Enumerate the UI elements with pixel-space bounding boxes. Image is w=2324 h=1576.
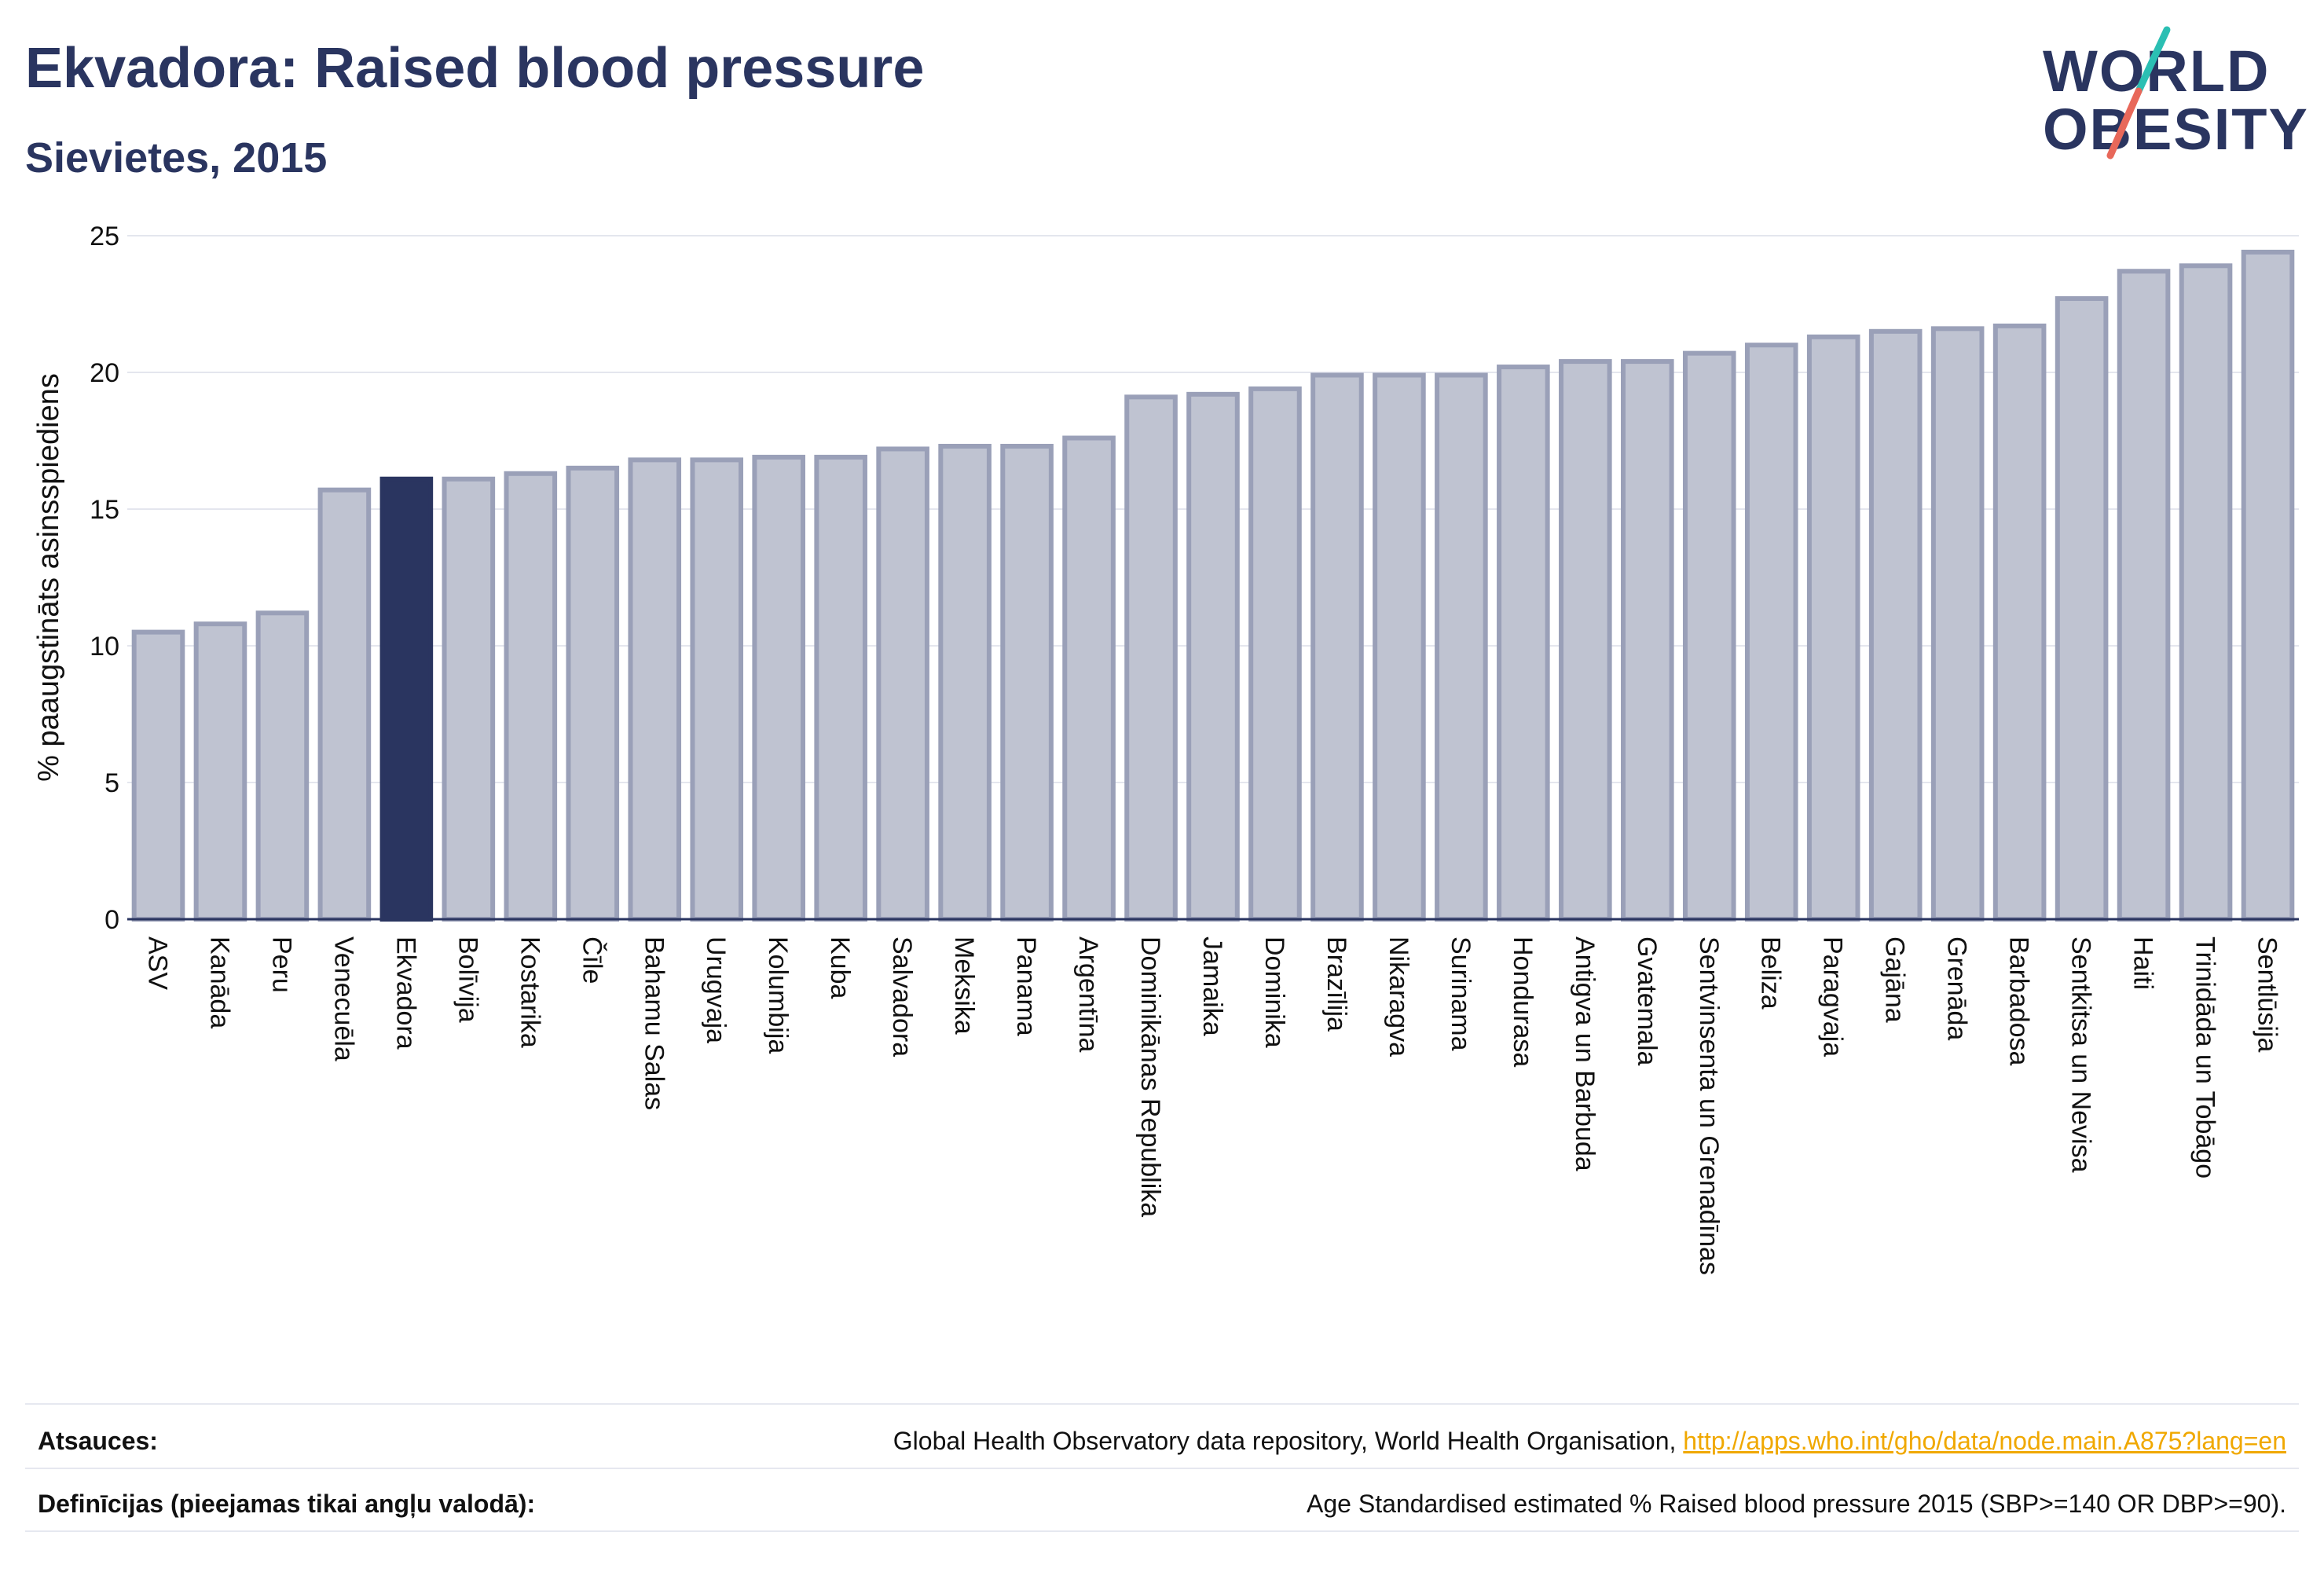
footer-divider: [25, 1530, 2299, 1532]
y-tick-label: 5: [104, 768, 119, 798]
bar: [1248, 386, 1302, 922]
x-tick-label: Antigva un Barbuda: [1570, 936, 1600, 1171]
bar: [1062, 435, 1116, 922]
bar: [1435, 372, 1488, 922]
x-tick-label: Ekvadora: [390, 936, 420, 1050]
x-tick-label: Nikaragva: [1384, 936, 1413, 1057]
bar: [1806, 334, 1860, 922]
bar: [1186, 391, 1240, 922]
definitions-text: Age Standardised estimated % Raised bloo…: [1307, 1490, 2286, 1518]
bar: [1000, 443, 1054, 922]
x-tick-label: Jamaika: [1197, 936, 1227, 1036]
x-tick-label: Sentkitsa un Nevisa: [2066, 936, 2096, 1173]
x-tick-label: Panama: [1011, 936, 1041, 1036]
x-tick-label: Brazīlija: [1321, 936, 1351, 1032]
x-tick-label: Kolumbija: [763, 936, 793, 1054]
y-tick-label: 15: [90, 495, 119, 525]
x-tick-label: Beliza: [1756, 936, 1786, 1010]
x-tick-label: Haiti: [2128, 936, 2158, 990]
x-tick-label: Venecuēla: [328, 936, 358, 1061]
bar: [1124, 394, 1178, 922]
bar: [1744, 343, 1798, 922]
bar: [566, 465, 620, 922]
bar: [1621, 359, 1674, 922]
bar: [1373, 372, 1426, 922]
bar: [628, 457, 682, 922]
bar: [1310, 372, 1364, 922]
y-axis-label: % paaugstināts asinsspiediens: [32, 373, 65, 782]
x-tick-label: Gvatemala: [1632, 936, 1662, 1065]
x-tick-label: Surinama: [1446, 936, 1475, 1051]
bar: [2179, 263, 2233, 922]
bar: [876, 446, 929, 922]
bar: [1497, 365, 1550, 922]
footer-divider: [25, 1403, 2299, 1405]
sources-label: Atsauces:: [38, 1427, 158, 1455]
bar-chart: 0 5 10 15 20 25 % paaugstināts asinsspiediens A…: [32, 222, 2299, 1275]
x-tick-label: Sentlūsija: [2253, 936, 2282, 1053]
chart-title: Ekvadora: Raised blood pressure: [25, 37, 925, 100]
x-tick-label: Čīle: [577, 936, 607, 984]
x-tick-label: Kuba: [825, 936, 855, 999]
x-tick-label: Barbadosa: [2004, 936, 2034, 1066]
bar: [193, 621, 247, 922]
x-tick-label: Bahamu Salas: [639, 936, 669, 1110]
x-tick-label: Kanāda: [204, 936, 234, 1028]
bar: [317, 487, 372, 922]
x-tick-label: Sentvinsenta un Grenadīnas: [1694, 936, 1724, 1275]
x-tick-label: Dominikānas Republika: [1135, 936, 1165, 1217]
logo-slash-icon: [2106, 26, 2171, 159]
x-tick-label: Paragvaja: [1818, 936, 1848, 1057]
x-tick-label: Trinidāda un Tobāgo: [2190, 936, 2220, 1178]
x-tick-label: Urugvaja: [701, 936, 731, 1043]
x-tick-label: Peru: [266, 936, 296, 993]
bar: [2241, 249, 2295, 922]
bar: [379, 476, 434, 922]
sources-link[interactable]: http://apps.who.int/gho/data/node.main.A…: [1683, 1427, 2286, 1455]
sources-value: Global Health Observatory data repositor…: [893, 1427, 2286, 1456]
bar: [2117, 269, 2171, 922]
bar: [1559, 359, 1612, 922]
bar: [814, 454, 867, 922]
bar: [255, 610, 310, 922]
bar: [1930, 326, 1985, 922]
x-tick-label: Bolīvija: [453, 936, 482, 1023]
x-tick-label: Argentīna: [1073, 936, 1103, 1053]
definitions-label: Definīcijas (pieejamas tikai angļu valod…: [38, 1490, 536, 1518]
x-tick-label: Dominika: [1259, 936, 1289, 1048]
bar: [131, 629, 185, 922]
x-tick-label: Meksika: [949, 936, 979, 1035]
logo-text-obesity: OBESITY: [2043, 97, 2309, 162]
x-tick-label: Grenāda: [1942, 936, 1972, 1040]
bar: [690, 457, 744, 922]
bar: [1868, 328, 1923, 922]
sources-text: Global Health Observatory data repositor…: [893, 1427, 1684, 1455]
x-tick-label: Salvadora: [887, 936, 917, 1057]
x-tick-label: ASV: [142, 936, 172, 990]
y-tick-label: 10: [90, 632, 119, 662]
bar: [442, 476, 496, 922]
bar: [752, 454, 805, 922]
bar: [504, 471, 558, 922]
x-tick-label: Gajāna: [1880, 936, 1910, 1023]
bar: [938, 443, 992, 922]
x-tick-label: Kostarika: [515, 936, 544, 1048]
y-tick-label: 20: [90, 358, 119, 388]
y-tick-label: 25: [90, 222, 119, 251]
chart-subtitle: Sievietes, 2015: [25, 134, 328, 181]
y-tick-label: 0: [104, 905, 119, 935]
bar: [1682, 350, 1736, 922]
bar: [1992, 323, 2047, 922]
bar: [2055, 296, 2109, 922]
footer-divider: [25, 1468, 2299, 1469]
world-obesity-logo: WORLD OBESITY: [2043, 22, 2310, 171]
x-tick-label: Hondurasa: [1508, 936, 1538, 1067]
